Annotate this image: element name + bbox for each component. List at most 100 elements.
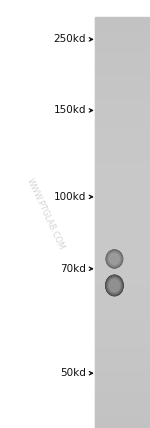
Bar (95, 195, 150, 196)
Bar (95, 293, 150, 295)
Ellipse shape (107, 277, 122, 294)
Bar (95, 350, 150, 351)
Bar (95, 156, 150, 158)
Ellipse shape (108, 278, 121, 293)
Bar (95, 222, 150, 224)
Ellipse shape (109, 279, 120, 291)
Bar (95, 329, 150, 331)
Bar (95, 307, 150, 309)
Bar (95, 250, 150, 251)
Ellipse shape (106, 275, 123, 296)
Bar (95, 70, 150, 72)
Bar (95, 241, 150, 243)
Bar (95, 91, 150, 92)
Ellipse shape (106, 276, 122, 294)
Bar (95, 360, 150, 362)
Bar (95, 330, 150, 332)
Bar (95, 148, 150, 150)
Bar (95, 243, 150, 244)
Bar (95, 196, 150, 198)
Bar (95, 144, 150, 146)
Bar (95, 188, 150, 190)
Bar (95, 99, 150, 101)
Bar (95, 45, 150, 47)
Bar (95, 62, 150, 64)
Bar (95, 381, 150, 383)
Bar (95, 122, 150, 124)
Bar (95, 392, 150, 394)
Bar (95, 404, 150, 406)
Bar (95, 80, 150, 81)
Bar (95, 395, 150, 396)
Ellipse shape (109, 279, 120, 292)
Bar (95, 166, 150, 168)
Bar (95, 326, 150, 328)
Bar (95, 416, 150, 419)
Bar (95, 403, 150, 405)
Bar (95, 172, 150, 173)
Bar (95, 406, 150, 407)
Bar (95, 96, 150, 98)
Bar (95, 33, 150, 35)
Bar (95, 107, 150, 109)
Ellipse shape (106, 250, 123, 268)
Bar (95, 218, 150, 220)
Bar (95, 165, 150, 166)
Bar (95, 56, 150, 58)
Bar (95, 408, 150, 410)
Bar (95, 118, 150, 120)
Bar (95, 374, 150, 376)
Bar (95, 18, 150, 20)
Bar (95, 221, 150, 223)
Bar (95, 69, 150, 71)
Text: 250kd: 250kd (54, 34, 86, 45)
Bar (95, 26, 150, 28)
Bar (95, 225, 150, 227)
Ellipse shape (107, 250, 122, 268)
Bar (95, 158, 150, 160)
Bar (95, 345, 150, 347)
Bar (95, 217, 150, 218)
Bar (95, 291, 150, 292)
Bar (95, 141, 150, 143)
Bar (95, 160, 150, 162)
Bar (95, 332, 150, 333)
Bar (95, 423, 150, 425)
Bar (95, 309, 150, 310)
Bar (95, 74, 150, 76)
Bar (95, 304, 150, 306)
Ellipse shape (106, 250, 122, 268)
Text: 100kd: 100kd (54, 192, 86, 202)
Ellipse shape (108, 251, 121, 267)
Bar (95, 210, 150, 211)
Bar (95, 399, 150, 401)
Bar (95, 192, 150, 194)
Bar (95, 85, 150, 87)
Bar (95, 347, 150, 348)
Bar (95, 40, 150, 42)
Bar (95, 299, 150, 300)
Ellipse shape (106, 276, 123, 295)
Bar (95, 372, 150, 373)
Bar (95, 296, 150, 298)
Bar (95, 426, 150, 428)
Bar (95, 396, 150, 398)
Bar (95, 226, 150, 228)
Bar (95, 354, 150, 355)
Bar (95, 181, 150, 183)
Bar (95, 208, 150, 210)
Bar (95, 380, 150, 381)
Bar (95, 247, 150, 249)
Bar (95, 319, 150, 321)
Bar (95, 175, 150, 177)
Bar (95, 92, 150, 94)
Bar (95, 362, 150, 364)
Ellipse shape (110, 254, 119, 264)
Bar (95, 24, 150, 25)
Ellipse shape (109, 253, 120, 265)
Ellipse shape (108, 278, 121, 293)
Bar (95, 240, 150, 242)
Bar (95, 203, 150, 205)
Bar (95, 128, 150, 129)
Bar (95, 170, 150, 172)
